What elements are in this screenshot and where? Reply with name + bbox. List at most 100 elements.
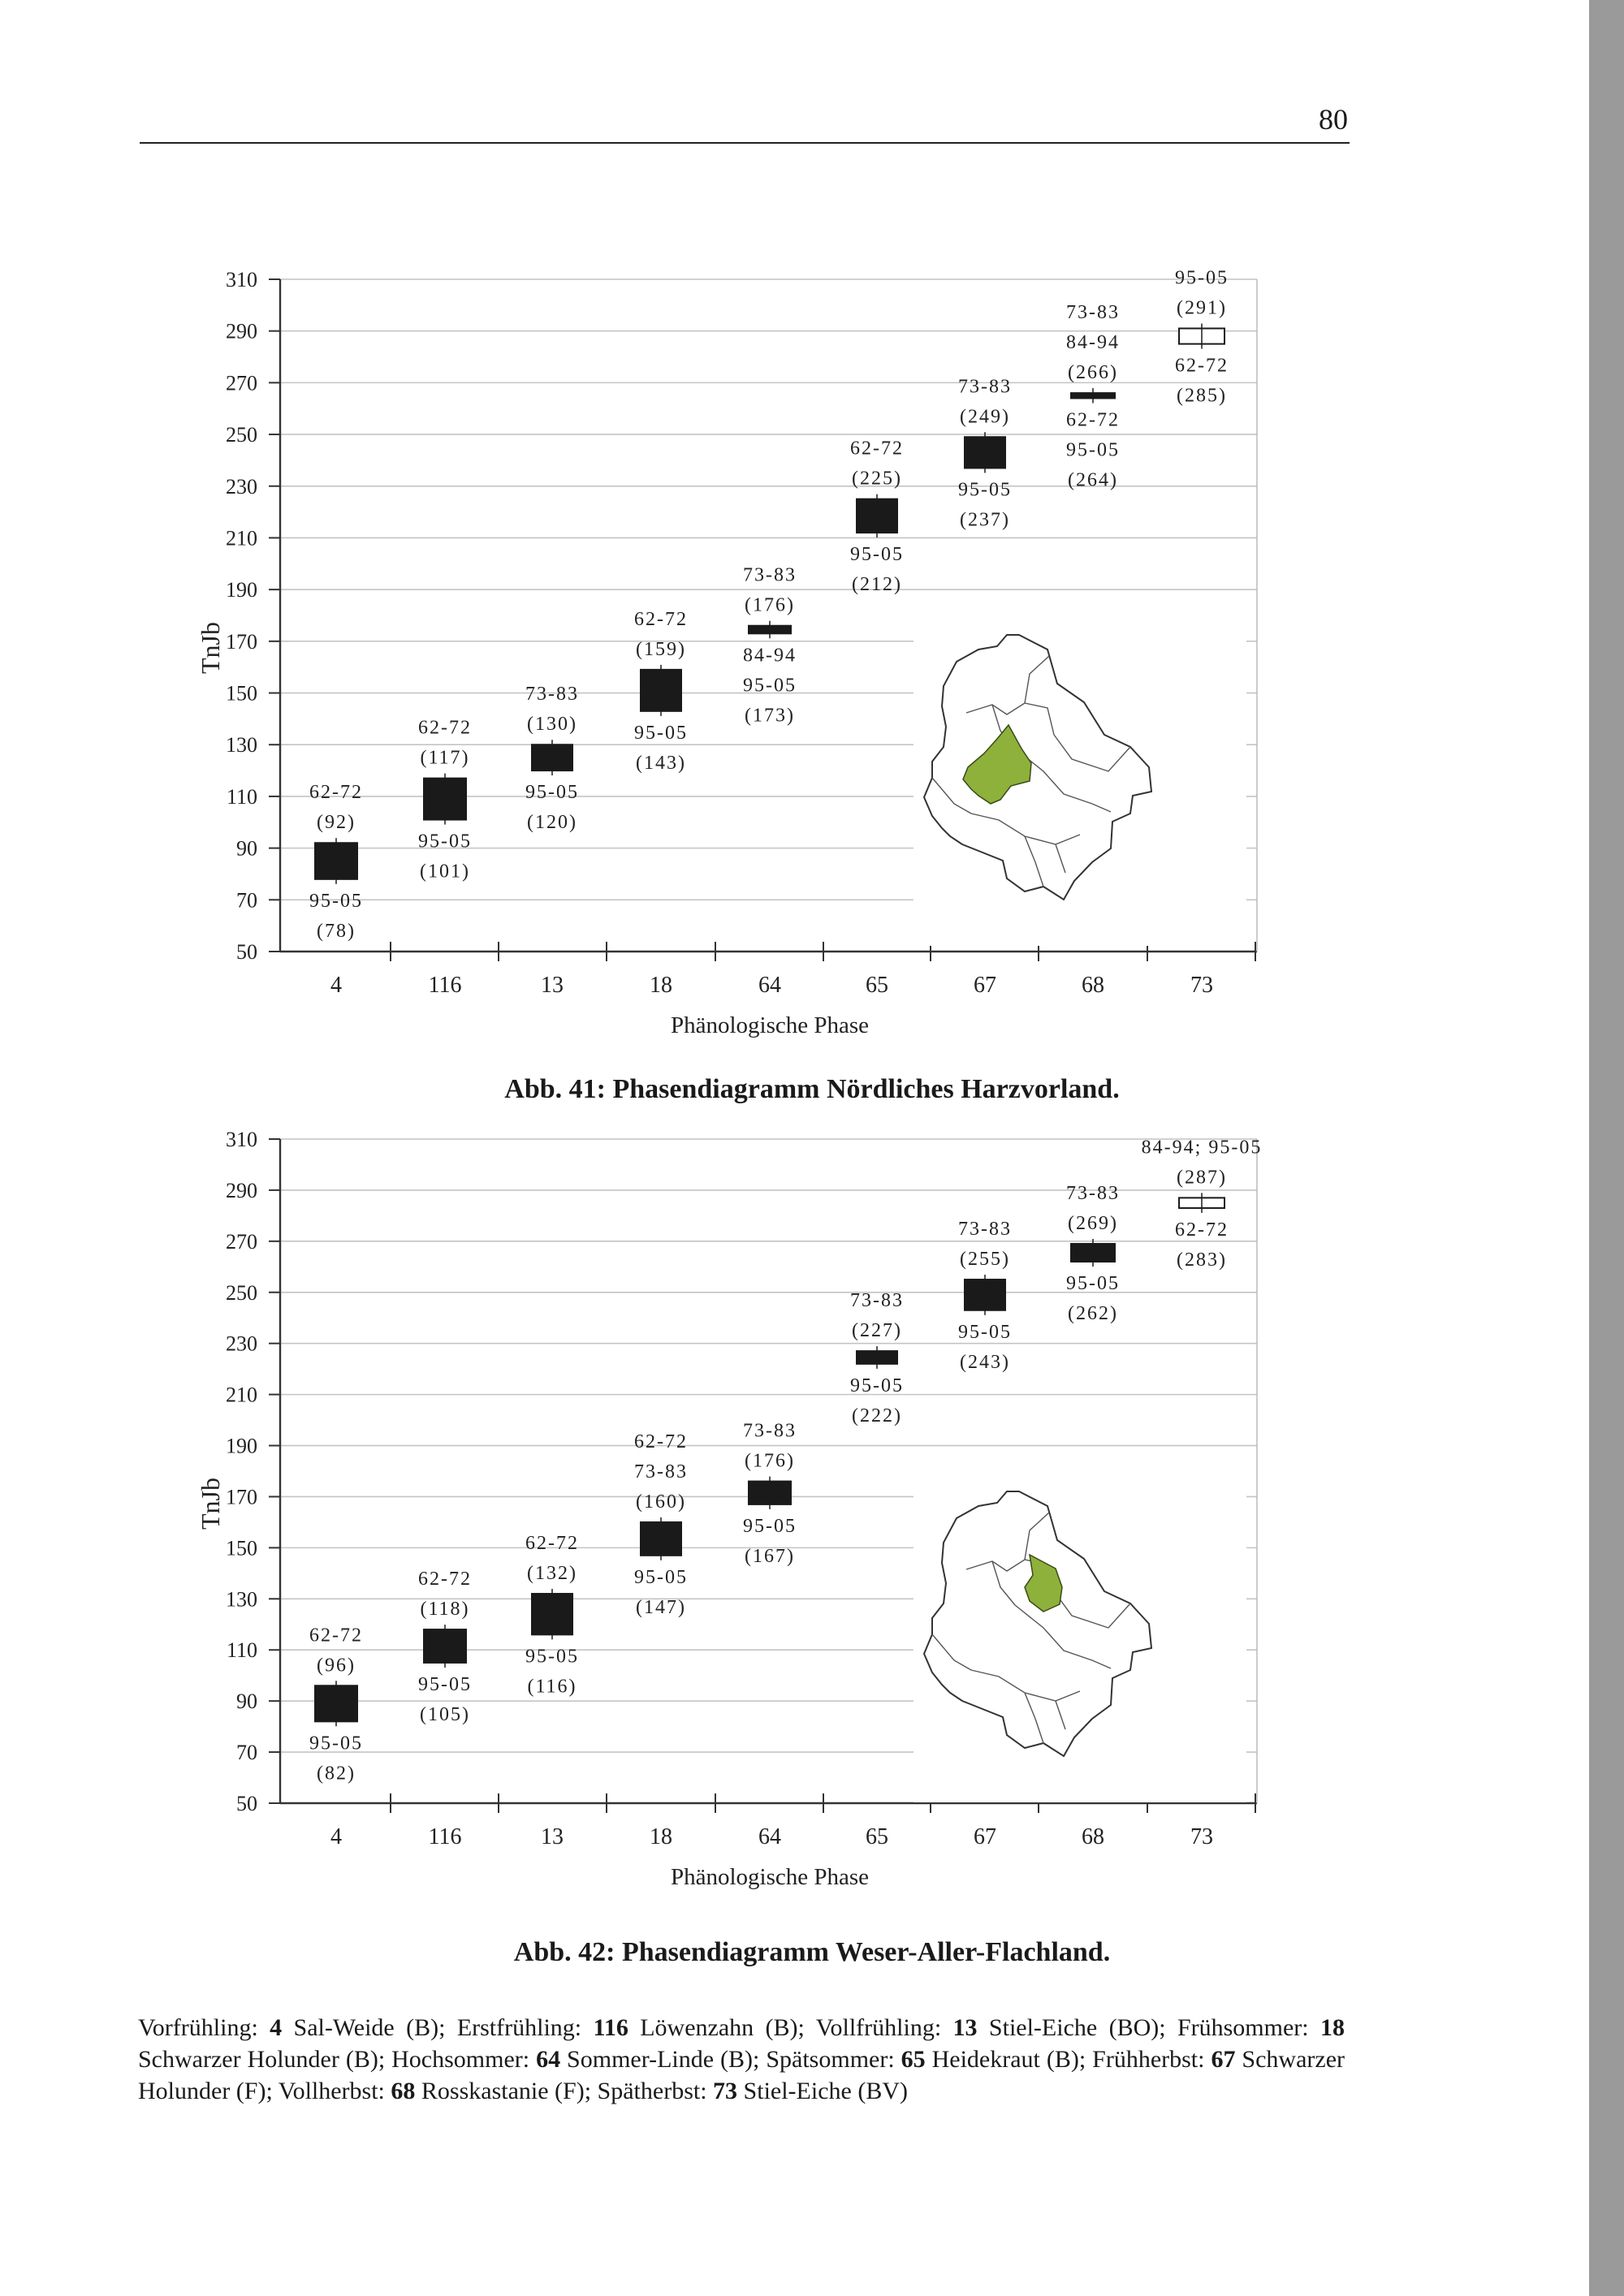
map-highlight-region <box>1024 1553 1063 1612</box>
legend-phase-code: 64 <box>536 2046 561 2073</box>
box-bottom-value: (105) <box>420 1704 470 1725</box>
x-tick-label: 64 <box>758 1824 781 1849</box>
legend-phase-code: 67 <box>1211 2046 1236 2073</box>
box-bottom-value: (212) <box>852 574 902 595</box>
legend-plant: Schwarzer Holunder (F); <box>138 2046 1345 2104</box>
box-bottom-label: 95-05 <box>1066 1273 1120 1294</box>
y-axis-label: TnJb <box>196 1478 225 1530</box>
box-top-value: (176) <box>745 595 795 616</box>
box-top-label: 73-83 <box>743 1421 797 1442</box>
legend-season: Vollherbst: <box>278 2078 391 2104</box>
x-tick-label: 4 <box>330 973 342 998</box>
chart-weser-aller-flachland: 310 290 270 250 230 210 190 170 150 130 110 90 70 50 4… <box>196 1128 1263 1890</box>
legend-season: Vorfrühling: <box>138 2014 270 2041</box>
x-axis-label: Phänologische Phase <box>671 1012 869 1038</box>
map-region-border <box>1014 748 1112 813</box>
map-region-border <box>931 1634 972 1671</box>
y-tick-label: 90 <box>236 1690 257 1713</box>
map-region-border <box>965 702 1055 736</box>
map-region-border <box>931 777 972 814</box>
box-top-value: (291) <box>1177 298 1227 319</box>
x-tick-label: 73 <box>1190 1824 1213 1849</box>
map-region-border <box>1024 1692 1044 1744</box>
box-top-value: (249) <box>960 406 1010 427</box>
x-tick-label: 64 <box>758 973 781 998</box>
box-bottom-value: (167) <box>745 1546 795 1567</box>
box-top-label: 62-72 <box>309 782 363 803</box>
box-top-label: 62-72 <box>309 1625 363 1646</box>
y-tick-label: 310 <box>226 1128 257 1151</box>
box-bottom-value: (285) <box>1177 386 1227 407</box>
box-bottom-label: 62-72 <box>1175 356 1229 377</box>
box-bottom-label: 95-05 <box>418 831 472 852</box>
box-bottom-value: (120) <box>527 812 577 833</box>
box-bottom-value: (173) <box>745 705 795 726</box>
box-top-value: (117) <box>420 748 469 769</box>
x-tick-label: 4 <box>330 1824 342 1849</box>
box-top-label: 84-94; 95-05 <box>1142 1137 1263 1158</box>
box-top-label: 73-83 <box>958 1219 1012 1240</box>
y-tick-label: 230 <box>226 1332 257 1356</box>
legend-plant: Rosskastanie (F); <box>415 2078 598 2104</box>
box-bottom-value: (243) <box>960 1352 1010 1373</box>
x-tick-label: 68 <box>1082 973 1104 998</box>
page-sheet: 80 310 290 270 250 230 210 190 170 150 130 110 90 70… <box>0 0 1589 2296</box>
y-tick-label: 250 <box>226 1281 257 1305</box>
legend-plant: Schwarzer Holunder (B); <box>138 2046 392 2073</box>
box-top-label: 73-83 <box>958 376 1012 397</box>
chart-nordliches-harzvorland: 310 290 270 250 230 210 190 170 150 130 110 90 70 50 4… <box>196 268 1258 1038</box>
box-bottom-value: (143) <box>636 753 686 774</box>
map-highlight-region <box>962 723 1032 805</box>
box-bottom-value: (237) <box>960 509 1010 530</box>
box-top-label: 84-94 <box>1066 332 1120 353</box>
page-number: 80 <box>1319 103 1348 136</box>
box-top-value: (160) <box>636 1491 686 1513</box>
legend-season: Frühherbst: <box>1092 2046 1212 2073</box>
box-top-label: 73-83 <box>634 1461 688 1482</box>
box-top-label: 62-72 <box>634 1431 688 1452</box>
box-top-value: (227) <box>852 1320 902 1341</box>
y-tick-label: 310 <box>226 268 257 291</box>
box-bottom-value: (283) <box>1177 1249 1227 1271</box>
legend-phase-code: 13 <box>952 2014 978 2041</box>
y-tick-label: 210 <box>226 526 257 550</box>
y-tick-label: 70 <box>236 1741 257 1764</box>
x-tick-label: 116 <box>429 1824 462 1849</box>
box-top-value: (287) <box>1177 1167 1227 1188</box>
figure-caption-41: Abb. 41: Phasendiagramm Nördliches Harzv… <box>504 1074 1120 1104</box>
map-region-border <box>991 1560 1016 1606</box>
box-bottom-label: 95-05 <box>525 1646 579 1667</box>
legend-phase-code: 65 <box>901 2046 926 2073</box>
legend-phase-code: 18 <box>1320 2014 1345 2041</box>
y-tick-label: 110 <box>227 1638 257 1662</box>
box-bottom-label: 95-05 <box>1066 439 1120 460</box>
box-top-label: 62-72 <box>525 1533 579 1554</box>
box-bottom-label: 95-05 <box>958 1322 1012 1343</box>
box-top-label: 73-83 <box>525 684 579 705</box>
x-tick-label: 65 <box>866 973 888 998</box>
legend-plant: Sommer-Linde (B); <box>560 2046 767 2073</box>
x-axis-label: Phänologische Phase <box>671 1864 869 1890</box>
phase-legend: Vorfrühling: 4 Sal-Weide (B); Erstfrühli… <box>138 2012 1345 2107</box>
box-bottom-value: (101) <box>420 861 470 883</box>
box-top-value: (176) <box>745 1451 795 1472</box>
box-bottom-label: 62-72 <box>1175 1219 1229 1241</box>
y-tick-label: 210 <box>226 1383 257 1407</box>
box-bottom-value: (116) <box>527 1676 577 1697</box>
x-tick-label: 18 <box>650 1824 672 1849</box>
box-top-value: (132) <box>527 1563 577 1584</box>
box-bottom-value: (82) <box>317 1763 356 1784</box>
region-map <box>914 617 1246 946</box>
box-top-label: 73-83 <box>743 565 797 586</box>
box-top-label: 62-72 <box>850 438 904 460</box>
map-region-border <box>1024 835 1044 887</box>
legend-plant: Stiel-Eiche (BO); <box>977 2014 1177 2041</box>
box-top-label: 95-05 <box>1175 268 1229 289</box>
header-rule <box>140 142 1350 144</box>
y-tick-label: 290 <box>226 1179 257 1202</box>
map-region-border <box>1053 1590 1131 1629</box>
box-bottom-label: 95-05 <box>743 675 797 696</box>
box-top-label: 62-72 <box>418 718 472 739</box>
box-bottom-label: 95-05 <box>634 1567 688 1588</box>
y-tick-label: 190 <box>226 578 257 602</box>
